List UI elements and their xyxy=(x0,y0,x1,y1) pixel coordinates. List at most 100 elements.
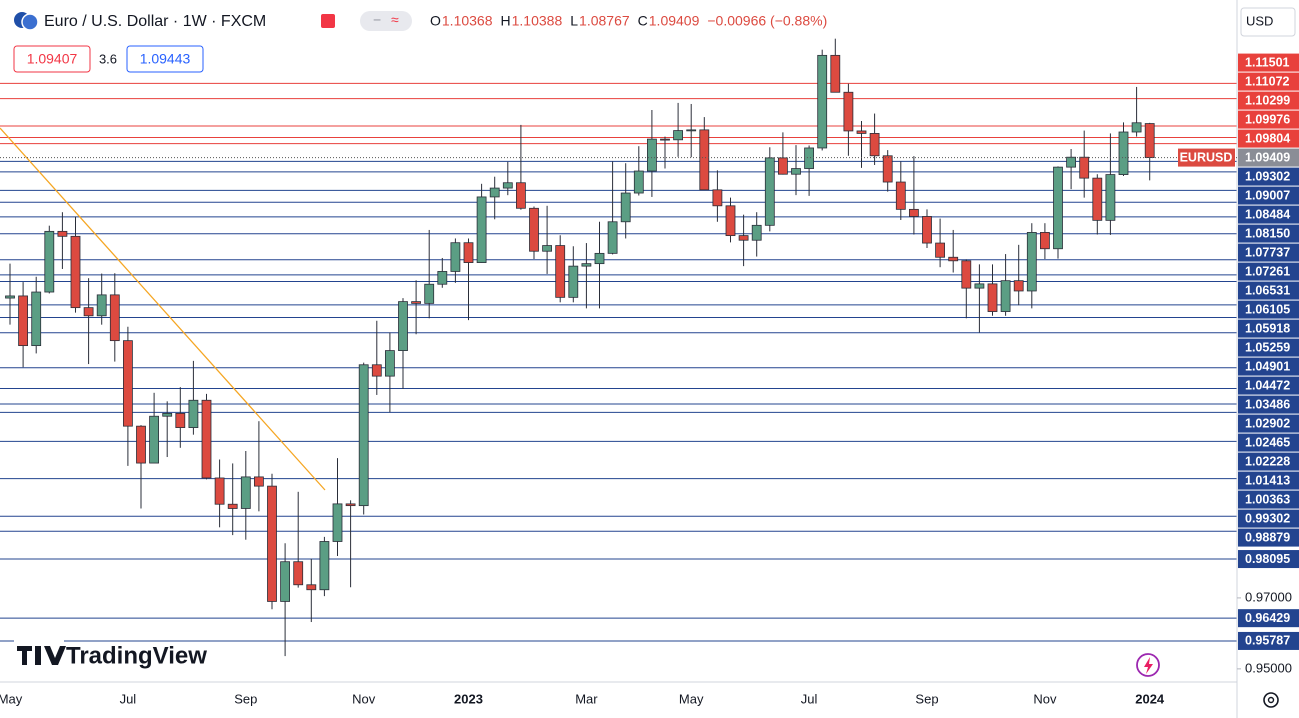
level-label: 1.05918 xyxy=(1245,321,1290,335)
candle-body xyxy=(332,503,343,542)
level-label: 1.09007 xyxy=(1245,188,1290,202)
indicator-toggle[interactable] xyxy=(360,11,412,31)
level-label: 1.10299 xyxy=(1245,93,1290,107)
candle-body xyxy=(909,208,919,217)
alert-bolt xyxy=(1144,657,1153,674)
level-label: 0.98879 xyxy=(1245,530,1290,544)
candle-body xyxy=(882,155,893,183)
legend-value: 1.09409 xyxy=(649,13,700,29)
level-label-bg xyxy=(1238,376,1299,395)
candle-body xyxy=(673,130,683,141)
x-tick-label: May xyxy=(0,691,23,706)
level-label-bg xyxy=(1238,319,1299,338)
x-tick-label: 2023 xyxy=(454,691,483,706)
candle-body xyxy=(804,147,814,169)
candle-body xyxy=(817,54,828,149)
candle-body xyxy=(371,364,382,377)
level-label-bg xyxy=(1238,357,1299,376)
candle-body xyxy=(1040,232,1050,250)
currency: USD xyxy=(1246,13,1273,28)
market-status-icon[interactable] xyxy=(321,14,335,28)
x-tick-label: Sep xyxy=(234,691,257,706)
logo-icon xyxy=(17,646,66,665)
candle-body xyxy=(1079,156,1090,179)
level-label-bg xyxy=(1238,395,1299,414)
candle-body xyxy=(175,412,186,428)
candle-body xyxy=(83,307,94,317)
candle-body xyxy=(738,235,749,241)
level-label: 1.03486 xyxy=(1245,397,1290,411)
candle-body xyxy=(1066,156,1076,168)
branding: TradingView xyxy=(66,642,207,669)
buy-price: 1.09443 xyxy=(140,51,191,67)
candle-body xyxy=(712,189,723,207)
level-label: 1.02465 xyxy=(1245,435,1290,449)
candle-body xyxy=(502,182,513,189)
candle-body xyxy=(922,216,932,244)
candle-body xyxy=(974,283,985,289)
level-label-bg xyxy=(1238,224,1299,243)
candle-body xyxy=(516,182,526,209)
candle-body xyxy=(856,130,867,134)
candle-body xyxy=(424,283,435,304)
level-label-bg xyxy=(1238,53,1299,72)
currency-button[interactable] xyxy=(1240,7,1296,37)
sell-box[interactable] xyxy=(13,45,91,73)
candle-body xyxy=(935,242,945,258)
x-tick-label: Mar xyxy=(575,691,598,706)
candle-body xyxy=(1026,232,1037,292)
level-label-bg xyxy=(1238,91,1299,110)
legend-key: C xyxy=(638,13,648,29)
legend-change: −0.00966 (−0.88%) xyxy=(707,13,827,29)
symbol-tag: EURUSD xyxy=(1180,150,1233,164)
candle-body xyxy=(293,561,304,586)
level-label: 1.07737 xyxy=(1245,245,1290,259)
candle-body xyxy=(437,271,448,285)
level-label: 1.06531 xyxy=(1245,283,1290,297)
level-label: 1.07261 xyxy=(1245,264,1290,278)
icon-minus: − xyxy=(373,12,381,28)
candle-body xyxy=(764,157,775,226)
candle-body xyxy=(476,196,487,263)
y-tick-label: 0.97000 xyxy=(1245,589,1292,604)
candle-body xyxy=(1105,174,1116,221)
level-label: 0.99302 xyxy=(1245,511,1290,525)
candle-body xyxy=(188,399,199,428)
candle-body xyxy=(843,91,854,132)
level-label: 1.11501 xyxy=(1245,55,1290,69)
buy-box[interactable] xyxy=(126,45,204,73)
level-label-bg xyxy=(1238,110,1299,129)
candle-body xyxy=(594,252,605,265)
settings-icon[interactable] xyxy=(1263,692,1279,708)
candle-body xyxy=(987,283,998,312)
candles xyxy=(5,38,1155,657)
candle-body xyxy=(725,205,736,237)
legend-key: O xyxy=(430,13,441,29)
level-label: 1.01413 xyxy=(1245,473,1290,487)
candle-body xyxy=(162,412,173,417)
alert-icon[interactable] xyxy=(1136,653,1160,677)
candle-body xyxy=(686,129,697,132)
candle-body xyxy=(1131,122,1142,133)
candle-body xyxy=(542,245,552,252)
level-label-bg xyxy=(1238,631,1299,650)
candle-body xyxy=(751,224,762,241)
level-label: 1.04472 xyxy=(1245,378,1290,392)
x-tick-label: Nov xyxy=(352,691,376,706)
level-label-bg xyxy=(1238,281,1299,300)
candle-body xyxy=(123,340,133,427)
level-label: 0.96429 xyxy=(1245,611,1290,625)
candle-body xyxy=(1000,280,1011,312)
candle-body xyxy=(345,503,356,507)
candle-body xyxy=(489,187,500,198)
level-label: 1.05259 xyxy=(1245,340,1290,354)
candle-body xyxy=(267,485,277,602)
price-axis: 0.97000 0.95000 1.11501 1.11072 1.10299 1.099… xyxy=(0,53,1299,675)
price-label-bg xyxy=(1238,148,1299,167)
candle-body xyxy=(5,295,15,299)
candle-body xyxy=(869,133,880,157)
level-label: 1.04901 xyxy=(1245,359,1290,373)
